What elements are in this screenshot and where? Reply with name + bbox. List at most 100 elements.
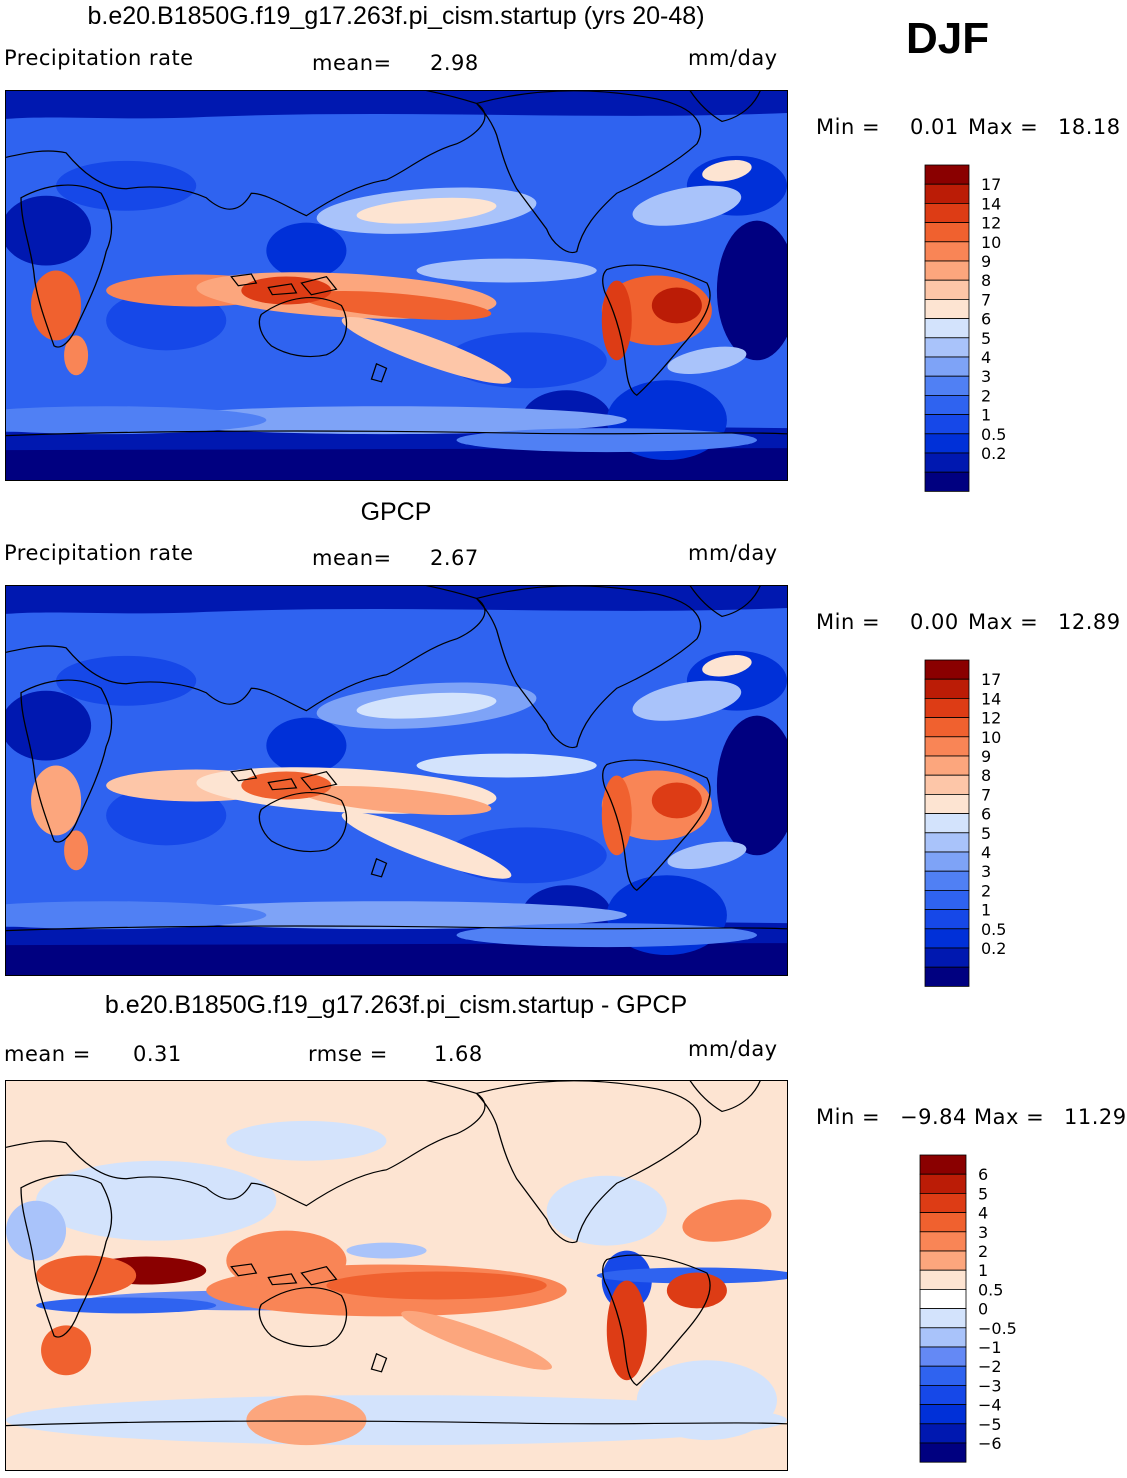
panel-2-mean-value: 2.67: [430, 546, 479, 570]
precip-contour: [356, 692, 497, 719]
panel-3-colorbar-box: [919, 1288, 967, 1309]
precip-contour: [346, 1242, 427, 1259]
panel-2-colorbar-tick-label: 14: [981, 689, 1001, 708]
panel-1-variable-label: Precipitation rate: [4, 46, 194, 70]
coastline-path: [689, 586, 761, 618]
coastline-path: [476, 586, 702, 749]
panel-1-colorbar-box: [924, 471, 970, 492]
precip-contour: [56, 655, 197, 706]
panel-1-colorbar-tick-label: 2: [981, 386, 991, 405]
precip-contour: [56, 160, 197, 211]
precip-contour: [667, 346, 747, 374]
panel-3-colorbar-tick-label: 1: [978, 1261, 988, 1280]
precip-contour: [666, 1272, 727, 1309]
panel-3-max-value: 11.29: [1064, 1105, 1127, 1129]
panel-2-colorbar-box: [924, 870, 970, 891]
coastline-path: [6, 1081, 486, 1207]
panel-2-colorbar-box: [924, 755, 970, 776]
coastline-path: [267, 778, 298, 791]
panel-3-colorbar-box: [919, 1327, 967, 1348]
precip-contour: [266, 222, 347, 279]
precip-contour: [606, 1280, 647, 1381]
panel-2-max-value: 12.89: [1058, 610, 1121, 634]
coastline-path: [20, 184, 113, 348]
precip-contour: [36, 1255, 137, 1296]
panel-1-colorbar: 17 14 12 10 9 8 7 6 5 4 3 2 1 0.5 0.2: [924, 164, 1045, 492]
coastline-path: [300, 276, 338, 296]
panel-1-colorbar-box: [924, 452, 970, 473]
panel-1-colorbar-tick-label: 4: [981, 348, 991, 367]
panel-1-colorbar-box: [924, 356, 970, 377]
coastline-path: [20, 679, 113, 843]
panel-3-colorbar-tick-label: 0: [978, 1300, 988, 1319]
panel-1-map: [5, 90, 788, 481]
precip-contour: [651, 782, 702, 819]
panel-3-colorbar-box: [919, 1212, 967, 1233]
panel-2-colorbar-box: [924, 909, 970, 930]
panel-2-min-value: 0.00: [910, 610, 959, 634]
precip-contour: [6, 1395, 787, 1446]
panel-3-rmse-value: 1.68: [434, 1042, 483, 1066]
coastline-path: [6, 925, 787, 932]
panel-3-rmse-label: rmse =: [308, 1042, 388, 1066]
precip-contour: [64, 335, 89, 376]
coastline-path: [6, 1420, 787, 1427]
coastlines: [6, 586, 787, 932]
panel-1-colorbar-box: [924, 222, 970, 243]
panel-2-colorbar-tick-label: 4: [981, 843, 991, 862]
panel-1-colorbar-tick-label: 7: [981, 290, 991, 309]
panel-3-mean-value: 0.31: [133, 1042, 182, 1066]
panel-1-colorbar-tick-label: 1: [981, 406, 991, 425]
panel-2-colorbar-box: [924, 717, 970, 738]
precip-contour: [6, 586, 787, 614]
precip-contour: [146, 901, 627, 930]
panel-3-colorbar-tick-label: 5: [978, 1184, 988, 1203]
panel-3-colorbar-box: [919, 1404, 967, 1425]
panel-1-colorbar-tick-label: 17: [981, 175, 1001, 194]
precip-contour: [682, 1199, 772, 1242]
precip-contour: [31, 270, 82, 341]
panel-3-colorbar-tick-label: 4: [978, 1204, 988, 1223]
panel-1-min-label: Min =: [816, 115, 881, 139]
precip-contour: [301, 785, 492, 815]
precip-contour: [632, 185, 742, 226]
precip-contour: [341, 811, 512, 879]
precip-contour: [31, 765, 82, 836]
panel-2-colorbar-box: [924, 889, 970, 910]
precip-contour: [456, 428, 757, 453]
panel-3-colorbar-box: [919, 1231, 967, 1252]
panel-2-colorbar-box: [924, 851, 970, 872]
panel-3-colorbar-tick-label: −1: [978, 1338, 1002, 1357]
panel-1-colorbar-box: [924, 318, 970, 339]
season-label: DJF: [906, 14, 990, 63]
panel-1-colorbar-box: [924, 298, 970, 319]
panel-2-colorbar-box: [924, 928, 970, 949]
panel-3-colorbar-tick-label: −0.5: [978, 1319, 1017, 1338]
panel-2-colorbar-tick-label: 12: [981, 709, 1001, 728]
coastline-path: [258, 1287, 348, 1348]
precip-contour: [632, 680, 742, 721]
panel-3-colorbar-tick-label: 3: [978, 1223, 988, 1242]
panel-3-colorbar-box: [919, 1193, 967, 1214]
panel-1-colorbar-box: [924, 394, 970, 415]
precip-contour: [416, 753, 597, 778]
coastline-path: [6, 586, 486, 712]
panel-2-colorbar-box: [924, 698, 970, 719]
panel-1-colorbar-box: [924, 375, 970, 396]
panel-3-colorbar-box: [919, 1269, 967, 1290]
precip-contour: [266, 717, 347, 774]
precip-contour: [546, 1175, 667, 1246]
panel-3-colorbar-box: [919, 1365, 967, 1386]
precip-contour: [146, 406, 627, 435]
panel-2-colorbar-box: [924, 813, 970, 834]
panel-3-colorbar-box: [919, 1423, 967, 1444]
coastline-path: [6, 91, 486, 217]
precip-contour: [6, 91, 787, 119]
panel-2-colorbar-tick-label: 3: [981, 862, 991, 881]
panel-3-colorbar-tick-label: −5: [978, 1415, 1002, 1434]
panel-2-colorbar-tick-label: 8: [981, 766, 991, 785]
precip-contour: [341, 316, 512, 384]
precip-contour: [36, 1160, 277, 1241]
panel-1-max-value: 18.18: [1058, 115, 1121, 139]
panel-3-colorbar-tick-label: 0.5: [978, 1280, 1003, 1299]
